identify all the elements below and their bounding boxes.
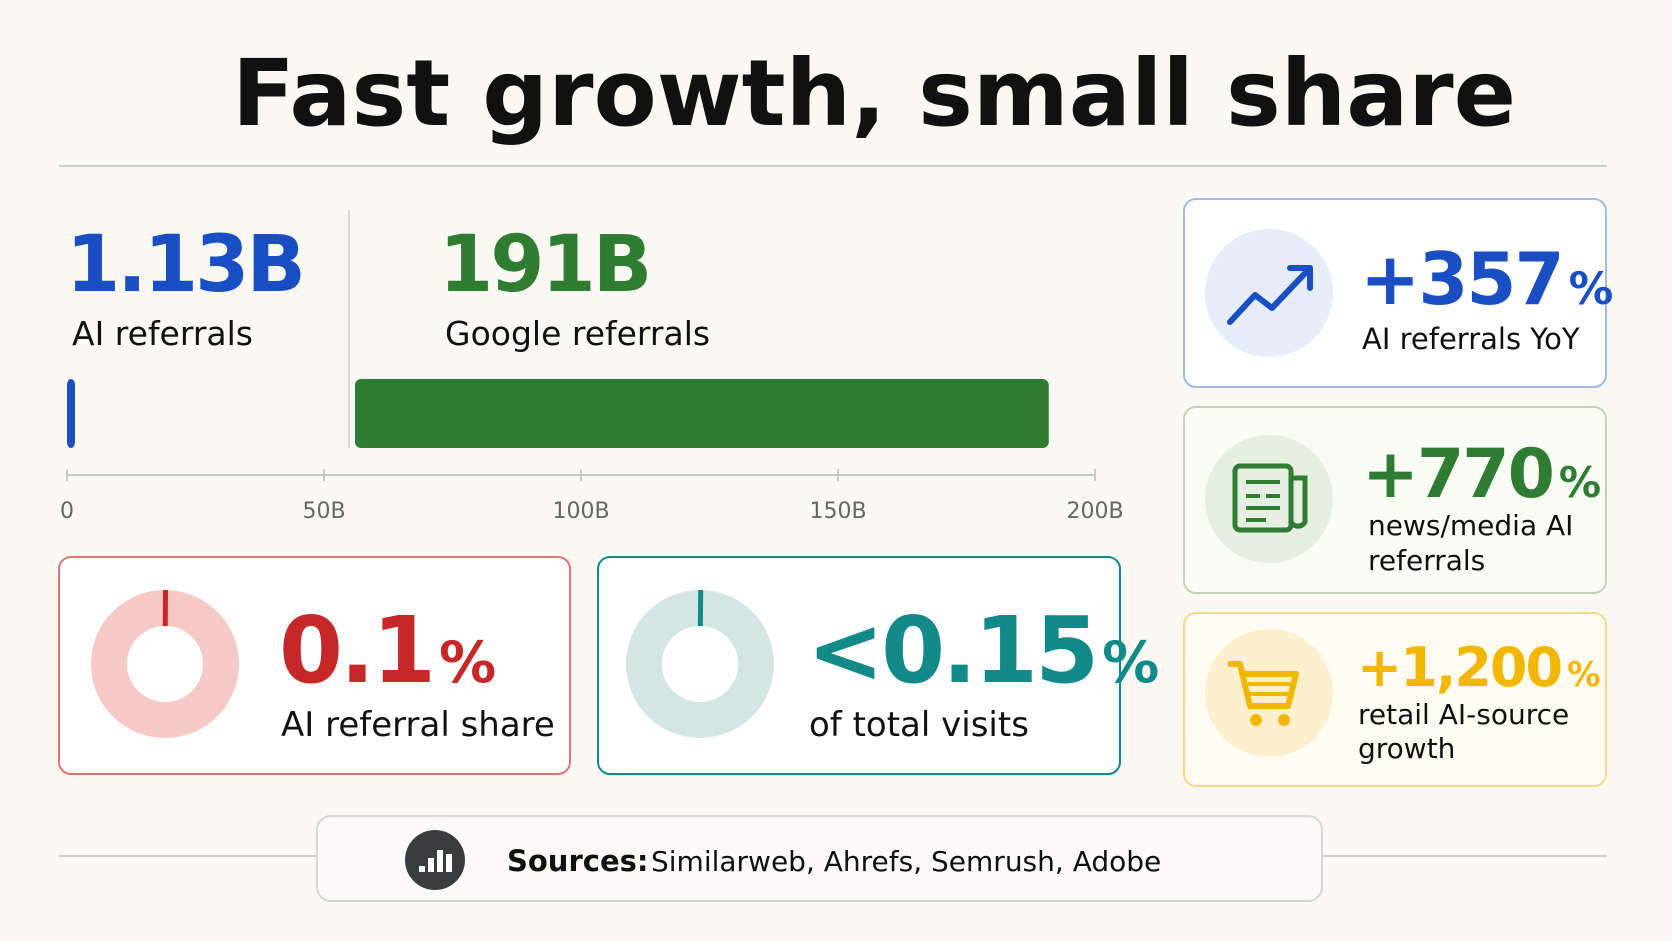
sources-text: Similarweb, Ahrefs, Semrush, Adobe [651, 845, 1161, 878]
bar [355, 379, 1049, 448]
category-label: Google referrals [445, 314, 710, 353]
icon-bg [1205, 229, 1333, 357]
category-label: AI referral share [281, 705, 555, 745]
card-label-box: retail AI-source growth [1358, 698, 1570, 765]
cart-icon [1248, 682, 1292, 696]
bar [67, 379, 75, 448]
sources-box [316, 815, 1323, 902]
sources-icon [419, 850, 452, 872]
value-label: 0.1% [279, 597, 495, 704]
card-value: +1,200% [1357, 636, 1600, 699]
category-label: AI referrals [72, 314, 253, 353]
card-label: retail AI-source growth [1358, 698, 1570, 765]
news-icon [1288, 475, 1308, 529]
icon-bg [1205, 435, 1333, 563]
news-icon [1246, 480, 1280, 522]
card-label: AI referrals YoY [1362, 322, 1580, 356]
trend-icon [1227, 265, 1313, 325]
cart-icon [1250, 714, 1262, 726]
cart-icon [1278, 714, 1290, 726]
card-value: +357% [1360, 237, 1613, 321]
trend-icon [1287, 265, 1313, 291]
card-label: news/media AI referrals [1368, 509, 1574, 577]
sources-label: Sources: [507, 844, 648, 878]
card-label-box: news/media AI referrals [1368, 509, 1574, 577]
news-icon [1232, 463, 1294, 533]
x-tick-label: 150B [809, 499, 866, 524]
value-label: 191B [439, 220, 649, 310]
title: Fast growth, small share [232, 40, 1516, 147]
x-tick-label: 0 [60, 499, 74, 524]
cart-icon [1228, 661, 1299, 709]
x-tick-label: 100B [552, 499, 609, 524]
sources-icon [405, 830, 465, 890]
value-label: <0.15% [807, 597, 1158, 704]
value-label: 1.13B [66, 220, 303, 310]
card-value: +770% [1362, 435, 1600, 514]
x-tick-label: 200B [1066, 499, 1123, 524]
x-tick-label: 50B [302, 499, 345, 524]
category-label: of total visits [809, 705, 1029, 745]
